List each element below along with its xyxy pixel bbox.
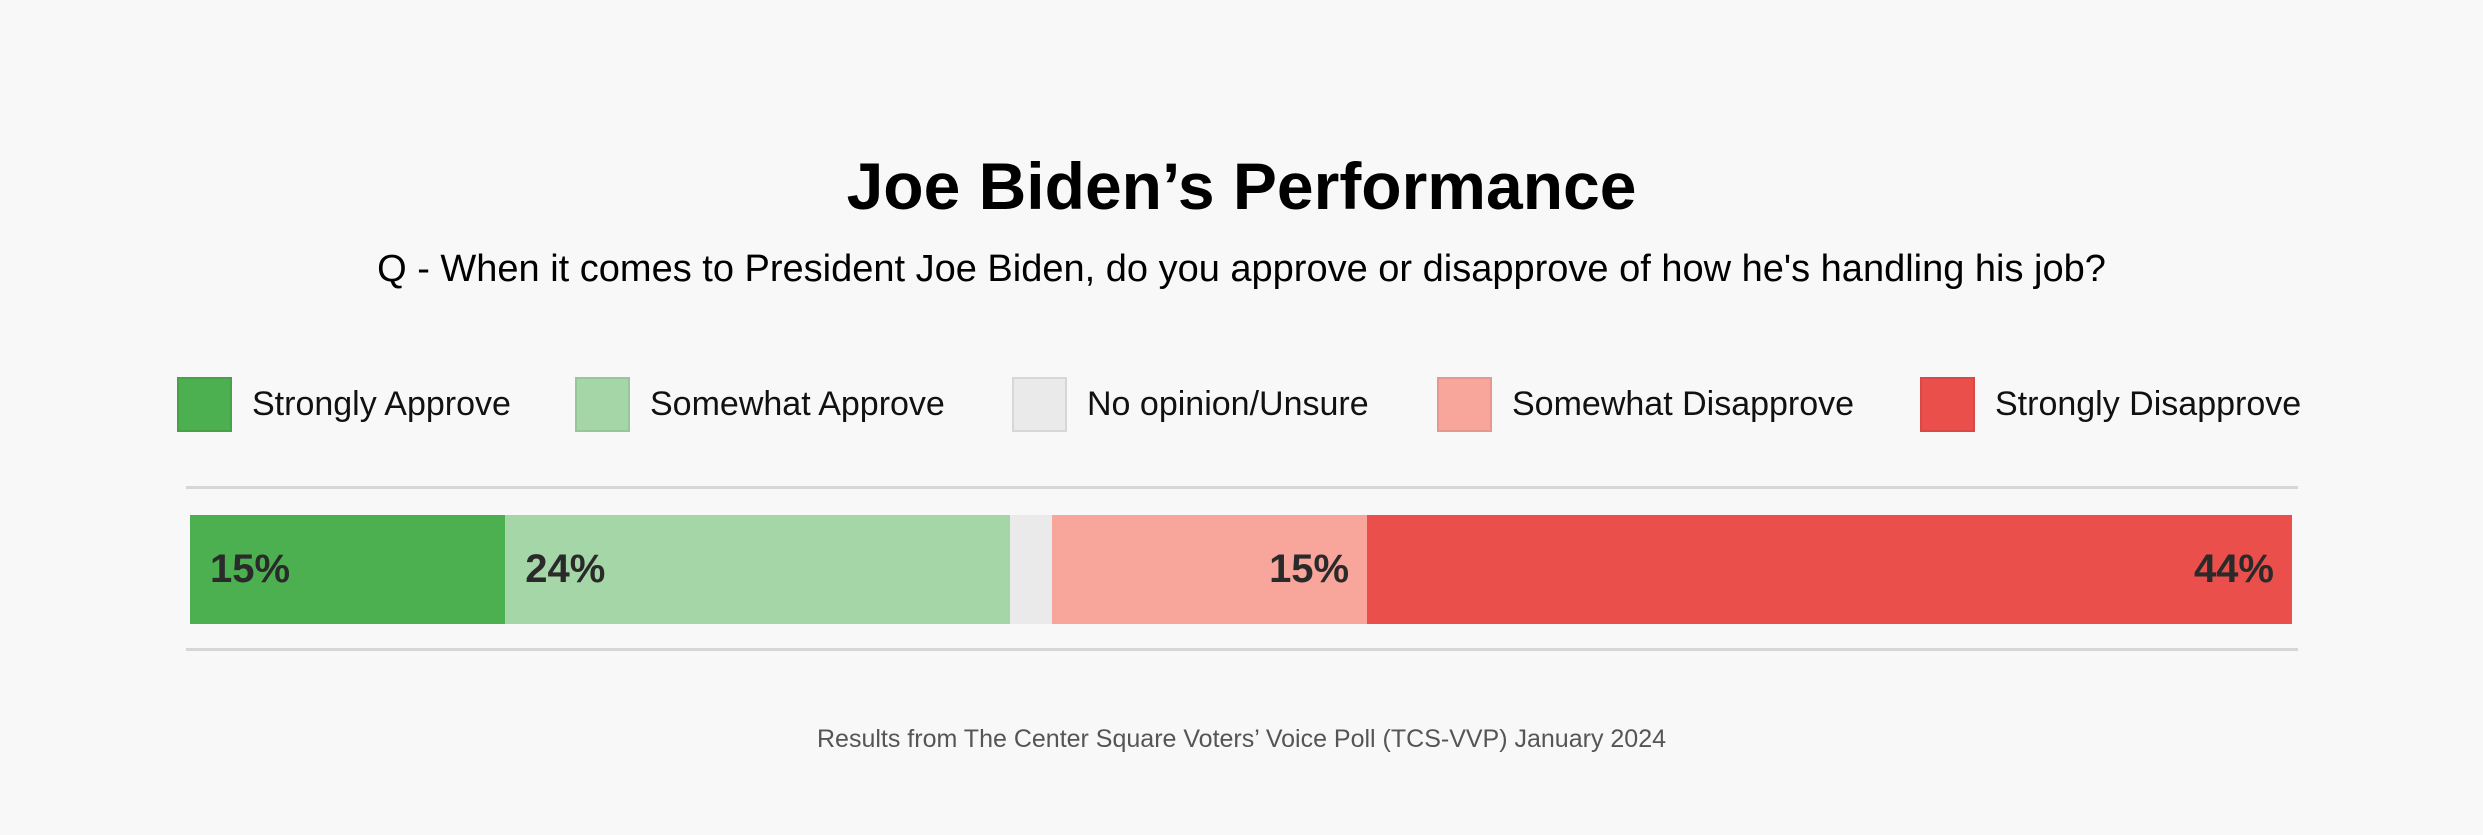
top-divider	[186, 486, 2298, 489]
bar-segment-somewhat-approve	[505, 515, 1010, 624]
data-label: 15%	[210, 547, 291, 591]
legend-item-somewhat-disapprove: Somewhat Disapprove	[1437, 377, 1854, 432]
legend-label: Somewhat Approve	[650, 385, 945, 423]
legend-label: Strongly Disapprove	[1995, 385, 2302, 423]
bar-segment-strongly-disapprove	[1367, 515, 2292, 624]
legend-item-no-opinion: No opinion/Unsure	[1012, 377, 1369, 432]
legend-swatch	[1012, 377, 1067, 432]
legend-label: Strongly Approve	[252, 385, 511, 423]
legend-swatch	[1920, 377, 1975, 432]
data-label: 24%	[525, 547, 606, 591]
legend-label: Somewhat Disapprove	[1512, 385, 1855, 423]
data-label: 15%	[1269, 547, 1350, 591]
chart-subtitle: Q - When it comes to President Joe Biden…	[377, 248, 2106, 290]
chart-title: Joe Biden’s Performance	[846, 149, 1637, 223]
bottom-divider	[186, 648, 2298, 651]
legend-item-strongly-disapprove: Strongly Disapprove	[1920, 377, 2301, 432]
legend-item-strongly-approve: Strongly Approve	[177, 377, 511, 432]
stacked-bar: 15% 24% 15% 44%	[190, 515, 2292, 624]
data-label: 44%	[2193, 547, 2274, 591]
bar-segment-no-opinion-unsure	[1009, 515, 1052, 624]
bar-segment-somewhat-disapprove	[1051, 515, 1368, 624]
source-footer: Results from The Center Square Voters’ V…	[817, 725, 1666, 753]
legend-swatch	[1437, 377, 1492, 432]
legend-swatch	[575, 377, 630, 432]
legend-swatch	[177, 377, 232, 432]
bar-segment-strongly-approve	[190, 515, 506, 624]
legend-item-somewhat-approve: Somewhat Approve	[575, 377, 945, 432]
legend-label: No opinion/Unsure	[1087, 385, 1369, 423]
